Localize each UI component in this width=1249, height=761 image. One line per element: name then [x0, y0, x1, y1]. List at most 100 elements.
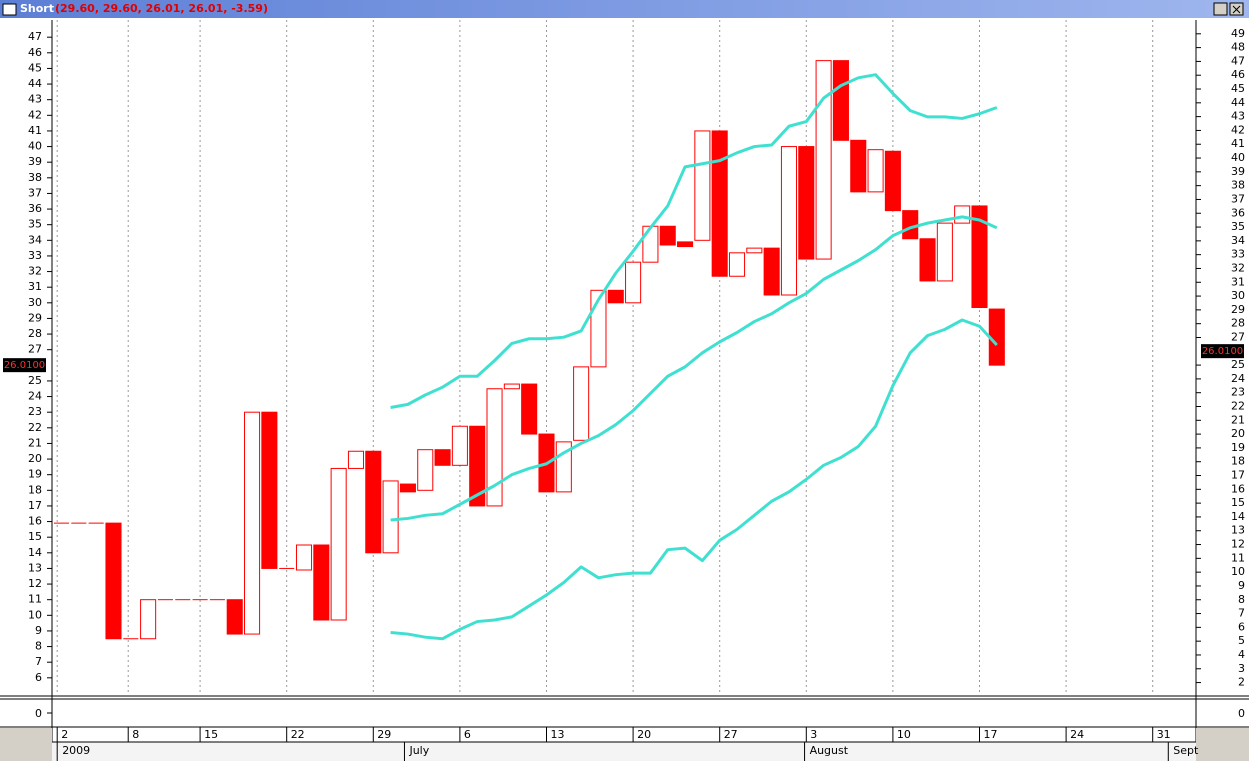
x-tick-label: 29	[377, 728, 391, 741]
lower-tick-label: 0	[1238, 707, 1245, 720]
close-icon	[1232, 5, 1241, 14]
candle	[573, 366, 590, 441]
y2-tick-label: 28	[1231, 317, 1245, 330]
y-tick-label: 31	[28, 280, 42, 293]
y2-tick-label: 32	[1231, 261, 1245, 274]
y2-tick-label: 43	[1231, 110, 1245, 123]
y2-tick-label: 17	[1231, 469, 1245, 482]
x-tick-label: 10	[897, 728, 911, 741]
window-icon	[2, 3, 17, 16]
y-tick-label: 25	[28, 374, 42, 387]
candle	[295, 544, 313, 571]
candle	[936, 222, 953, 282]
candle	[746, 247, 763, 254]
candle	[382, 480, 399, 554]
y2-tick-label: 49	[1231, 27, 1245, 40]
window-subtitle: (29.60, 29.60, 26.01, 26.01, -3.59)	[55, 2, 268, 15]
chart-bg	[0, 18, 1249, 761]
y2-tick-label: 25	[1231, 358, 1245, 371]
y2-tick-label: 8	[1238, 593, 1245, 606]
y-tick-label: 8	[35, 640, 42, 653]
y-tick-label: 9	[35, 624, 42, 637]
candle	[521, 383, 538, 435]
y2-tick-label: 3	[1238, 662, 1245, 675]
y-tick-label: 34	[28, 233, 42, 246]
y2-tick-label: 30	[1231, 289, 1245, 302]
y-tick-label: 11	[28, 593, 42, 606]
y-tick-label: 13	[28, 561, 42, 574]
y2-tick-label: 20	[1231, 427, 1245, 440]
candle	[954, 205, 971, 224]
y-tick-label: 19	[28, 468, 42, 481]
y-tick-label: 28	[28, 327, 42, 340]
y-tick-label: 43	[28, 93, 42, 106]
x-tick-label: 17	[983, 728, 997, 741]
y2-tick-label: 11	[1231, 551, 1245, 564]
candle	[105, 522, 122, 640]
candle	[832, 60, 849, 141]
y2-tick-label: 24	[1231, 372, 1245, 385]
y2-tick-label: 5	[1238, 634, 1245, 647]
y2-tick-label: 4	[1238, 648, 1245, 661]
candle	[261, 411, 278, 569]
candle	[728, 252, 746, 277]
y-tick-label: 23	[28, 405, 42, 418]
y-tick-label: 35	[28, 218, 42, 231]
x-tick-label: 8	[132, 728, 139, 741]
band-line	[390, 318, 998, 641]
lower-tick-label: 0	[35, 707, 42, 720]
y2-tick-label: 15	[1231, 496, 1245, 509]
y-tick-label: 46	[28, 46, 42, 59]
last-value-label: 26.0100	[4, 360, 45, 371]
restore-button[interactable]	[1213, 2, 1228, 16]
candle	[867, 149, 884, 193]
candle	[902, 210, 919, 240]
y2-tick-label: 45	[1231, 82, 1245, 95]
y-tick-label: 27	[28, 343, 42, 356]
candle	[140, 599, 157, 640]
y-tick-label: 17	[28, 499, 42, 512]
candle	[347, 450, 365, 469]
y2-tick-label: 13	[1231, 524, 1245, 537]
y2-tick-label: 44	[1231, 96, 1245, 109]
candle	[607, 289, 624, 304]
y2-tick-label: 14	[1231, 510, 1245, 523]
x-tick-label: 15	[204, 728, 218, 741]
y2-tick-label: 34	[1231, 234, 1245, 247]
band-line	[390, 73, 998, 409]
y2-tick-label: 29	[1231, 303, 1245, 316]
x-tick-label: 24	[1070, 728, 1084, 741]
candle	[503, 383, 520, 390]
candle	[486, 388, 503, 507]
candle	[884, 150, 901, 212]
y2-tick-label: 48	[1231, 41, 1245, 54]
y2-tick-label: 31	[1231, 275, 1245, 288]
candle	[434, 449, 451, 466]
y2-tick-label: 27	[1231, 330, 1245, 343]
y-tick-label: 45	[28, 61, 42, 74]
candle	[798, 146, 815, 260]
candle	[365, 450, 382, 554]
y-tick-label: 40	[28, 140, 42, 153]
y-tick-label: 30	[28, 296, 42, 309]
y2-tick-label: 23	[1231, 386, 1245, 399]
y2-tick-label: 9	[1238, 579, 1245, 592]
x-tick-label: 31	[1157, 728, 1171, 741]
y-tick-label: 44	[28, 77, 42, 90]
y2-tick-label: 38	[1231, 179, 1245, 192]
x-tick-label: 2	[61, 728, 68, 741]
month-band	[52, 742, 1196, 761]
x-tick-label: July	[408, 744, 429, 757]
y2-tick-label: 21	[1231, 413, 1245, 426]
window-title: Short	[20, 2, 54, 15]
x-tick-label: 27	[724, 728, 738, 741]
y-tick-label: 33	[28, 249, 42, 262]
candle	[244, 411, 261, 635]
y-tick-label: 39	[28, 155, 42, 168]
candle	[330, 467, 347, 621]
y-tick-label: 37	[28, 186, 42, 199]
y-tick-label: 32	[28, 265, 42, 278]
y2-tick-label: 18	[1231, 455, 1245, 468]
band-line	[390, 215, 998, 522]
